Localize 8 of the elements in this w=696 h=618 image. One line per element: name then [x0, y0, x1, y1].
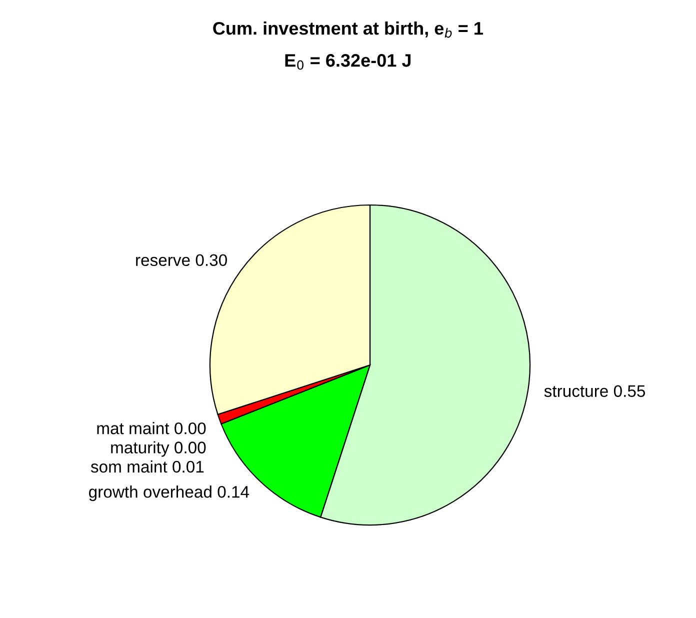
category-label: maturity 0.00	[111, 441, 206, 457]
slice-label: reserve 0.30	[136, 254, 227, 266]
slice-label: som maint 0.01	[90, 460, 204, 473]
category-label: mat maint 0.00	[97, 422, 206, 434]
slice-label: structure 0.55	[544, 385, 646, 398]
chart-title: Cum. investment at birth, e$_{b}$ = 1	[213, 21, 483, 38]
chart-subtitle: E$_{0}$ = 6.32e-01 J	[285, 54, 411, 70]
slice-label: growth overhead 0.14	[89, 486, 250, 502]
